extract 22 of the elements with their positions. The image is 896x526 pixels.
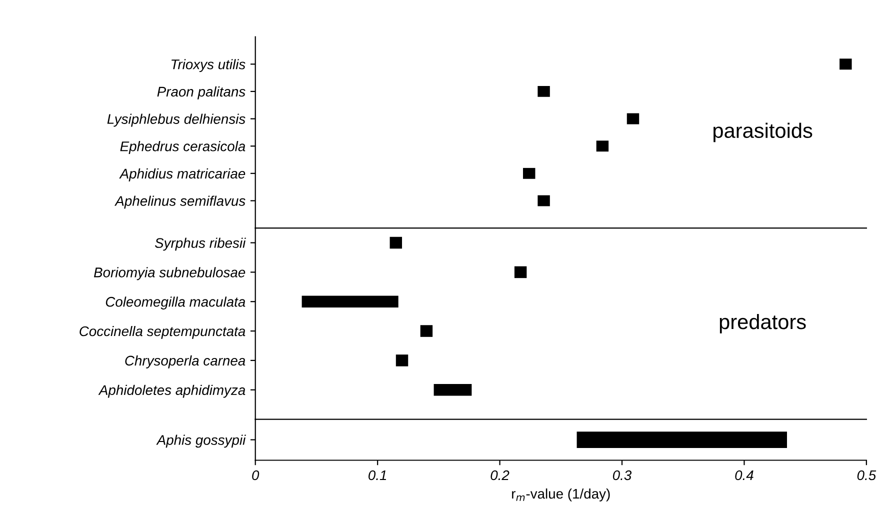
y-tick-label: Aphelinus semiflavus (114, 196, 246, 209)
y-tick-label: Coleomegilla maculata (106, 296, 246, 310)
annotation: predators (720, 314, 806, 334)
x-axis-title: r$_{m}$-value (1/day) (512, 488, 610, 502)
y-tick-label: Aphis gossypii (156, 434, 246, 448)
x-tick-label: 0.2 (490, 470, 510, 480)
x-tick-label: 0.3 (612, 470, 632, 480)
y-tick-label: Ephedrus cerasicola (120, 141, 246, 154)
y-tick-label: Lysiphlebus delhiensis (107, 114, 246, 127)
x-tick-label: 0.4 (735, 470, 754, 480)
x-tick-label: 0.1 (368, 470, 386, 480)
y-tick-label: Aphidius matricariae (119, 168, 246, 182)
y-tick-label: Coccinella septempunctata (80, 326, 246, 339)
y-tick-label: Syrphus ribesii (154, 238, 246, 251)
y-tick-label: Praon palitans (157, 86, 246, 100)
x-tick-label: 0.5 (857, 470, 876, 480)
y-tick-label: Aphidoletes aphidimyza (98, 384, 246, 398)
y-tick-label: Chrysoperla carnea (125, 355, 246, 368)
y-tick-label: Trioxys utilis (172, 59, 246, 72)
x-tick-label: 0 (252, 470, 260, 480)
y-tick-label: Boriomyia subnebulosae (94, 267, 246, 280)
annotation: parasitoids (714, 122, 812, 142)
